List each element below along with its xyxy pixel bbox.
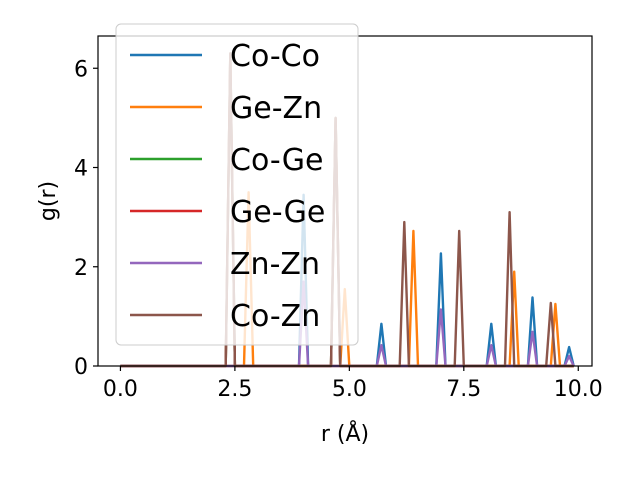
x-axis-label: r (Å): [321, 420, 369, 447]
y-tick-label: 6: [74, 57, 88, 82]
y-axis-label: g(r): [36, 181, 61, 221]
legend-entry-label: Co-Ge: [230, 143, 324, 178]
legend-entry-label: Co-Co: [230, 39, 320, 74]
x-tick-label: 7.5: [446, 377, 481, 402]
x-tick-label: 0.0: [103, 377, 138, 402]
x-axis-ticks: 0.0 2.5 5.0 7.5 10.0: [103, 366, 603, 402]
x-tick-label: 2.5: [217, 377, 252, 402]
y-axis-ticks: 0 2 4 6: [74, 57, 98, 380]
y-tick-label: 2: [74, 256, 88, 281]
legend-entry-label: Zn-Zn: [230, 247, 320, 282]
legend-entry-label: Co-Zn: [230, 299, 320, 334]
y-tick-label: 0: [74, 355, 88, 380]
y-tick-label: 4: [74, 157, 88, 182]
legend: Co-Co Ge-Zn Co-Ge Ge-Ge Zn-Zn Co-Zn: [115, 23, 359, 346]
legend-entry-label: Ge-Zn: [230, 91, 322, 126]
legend-entry-label: Ge-Ge: [230, 195, 325, 230]
legend-box: [115, 23, 359, 346]
x-tick-label: 10.0: [554, 377, 603, 402]
x-tick-label: 5.0: [332, 377, 367, 402]
